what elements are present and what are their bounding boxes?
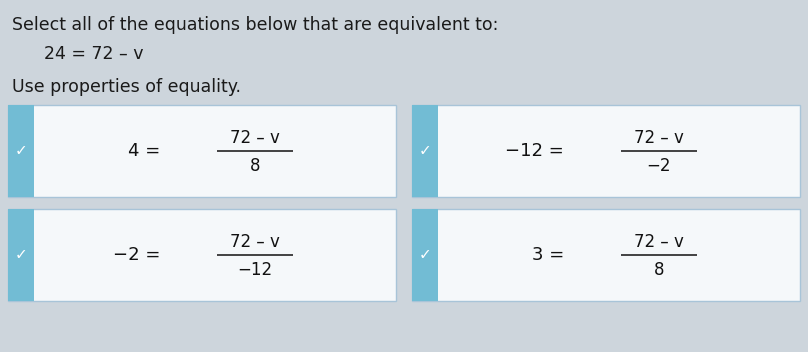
Text: 3 =: 3 = <box>532 246 564 264</box>
Text: ✓: ✓ <box>419 144 431 158</box>
Text: ✓: ✓ <box>15 144 27 158</box>
Text: ✓: ✓ <box>419 247 431 263</box>
Bar <box>8 105 396 197</box>
Text: −2: −2 <box>646 157 671 175</box>
Text: Select all of the equations below that are equivalent to:: Select all of the equations below that a… <box>12 16 499 34</box>
Bar <box>8 209 34 301</box>
Text: −12: −12 <box>238 261 272 279</box>
Text: 4 =: 4 = <box>128 142 160 160</box>
Text: ✓: ✓ <box>15 247 27 263</box>
Text: 72 – v: 72 – v <box>230 233 280 251</box>
Text: 24 = 72 – v: 24 = 72 – v <box>44 45 144 63</box>
Bar <box>412 209 800 301</box>
Text: −2 =: −2 = <box>112 246 160 264</box>
Bar <box>8 105 34 197</box>
Bar <box>412 209 438 301</box>
Text: 8: 8 <box>250 157 260 175</box>
Text: Use properties of equality.: Use properties of equality. <box>12 78 241 96</box>
Text: −12 =: −12 = <box>505 142 564 160</box>
Text: 8: 8 <box>654 261 664 279</box>
Text: 72 – v: 72 – v <box>230 129 280 147</box>
Bar <box>8 209 396 301</box>
Bar <box>412 105 438 197</box>
Bar <box>412 105 800 197</box>
Text: 72 – v: 72 – v <box>634 129 684 147</box>
Text: 72 – v: 72 – v <box>634 233 684 251</box>
